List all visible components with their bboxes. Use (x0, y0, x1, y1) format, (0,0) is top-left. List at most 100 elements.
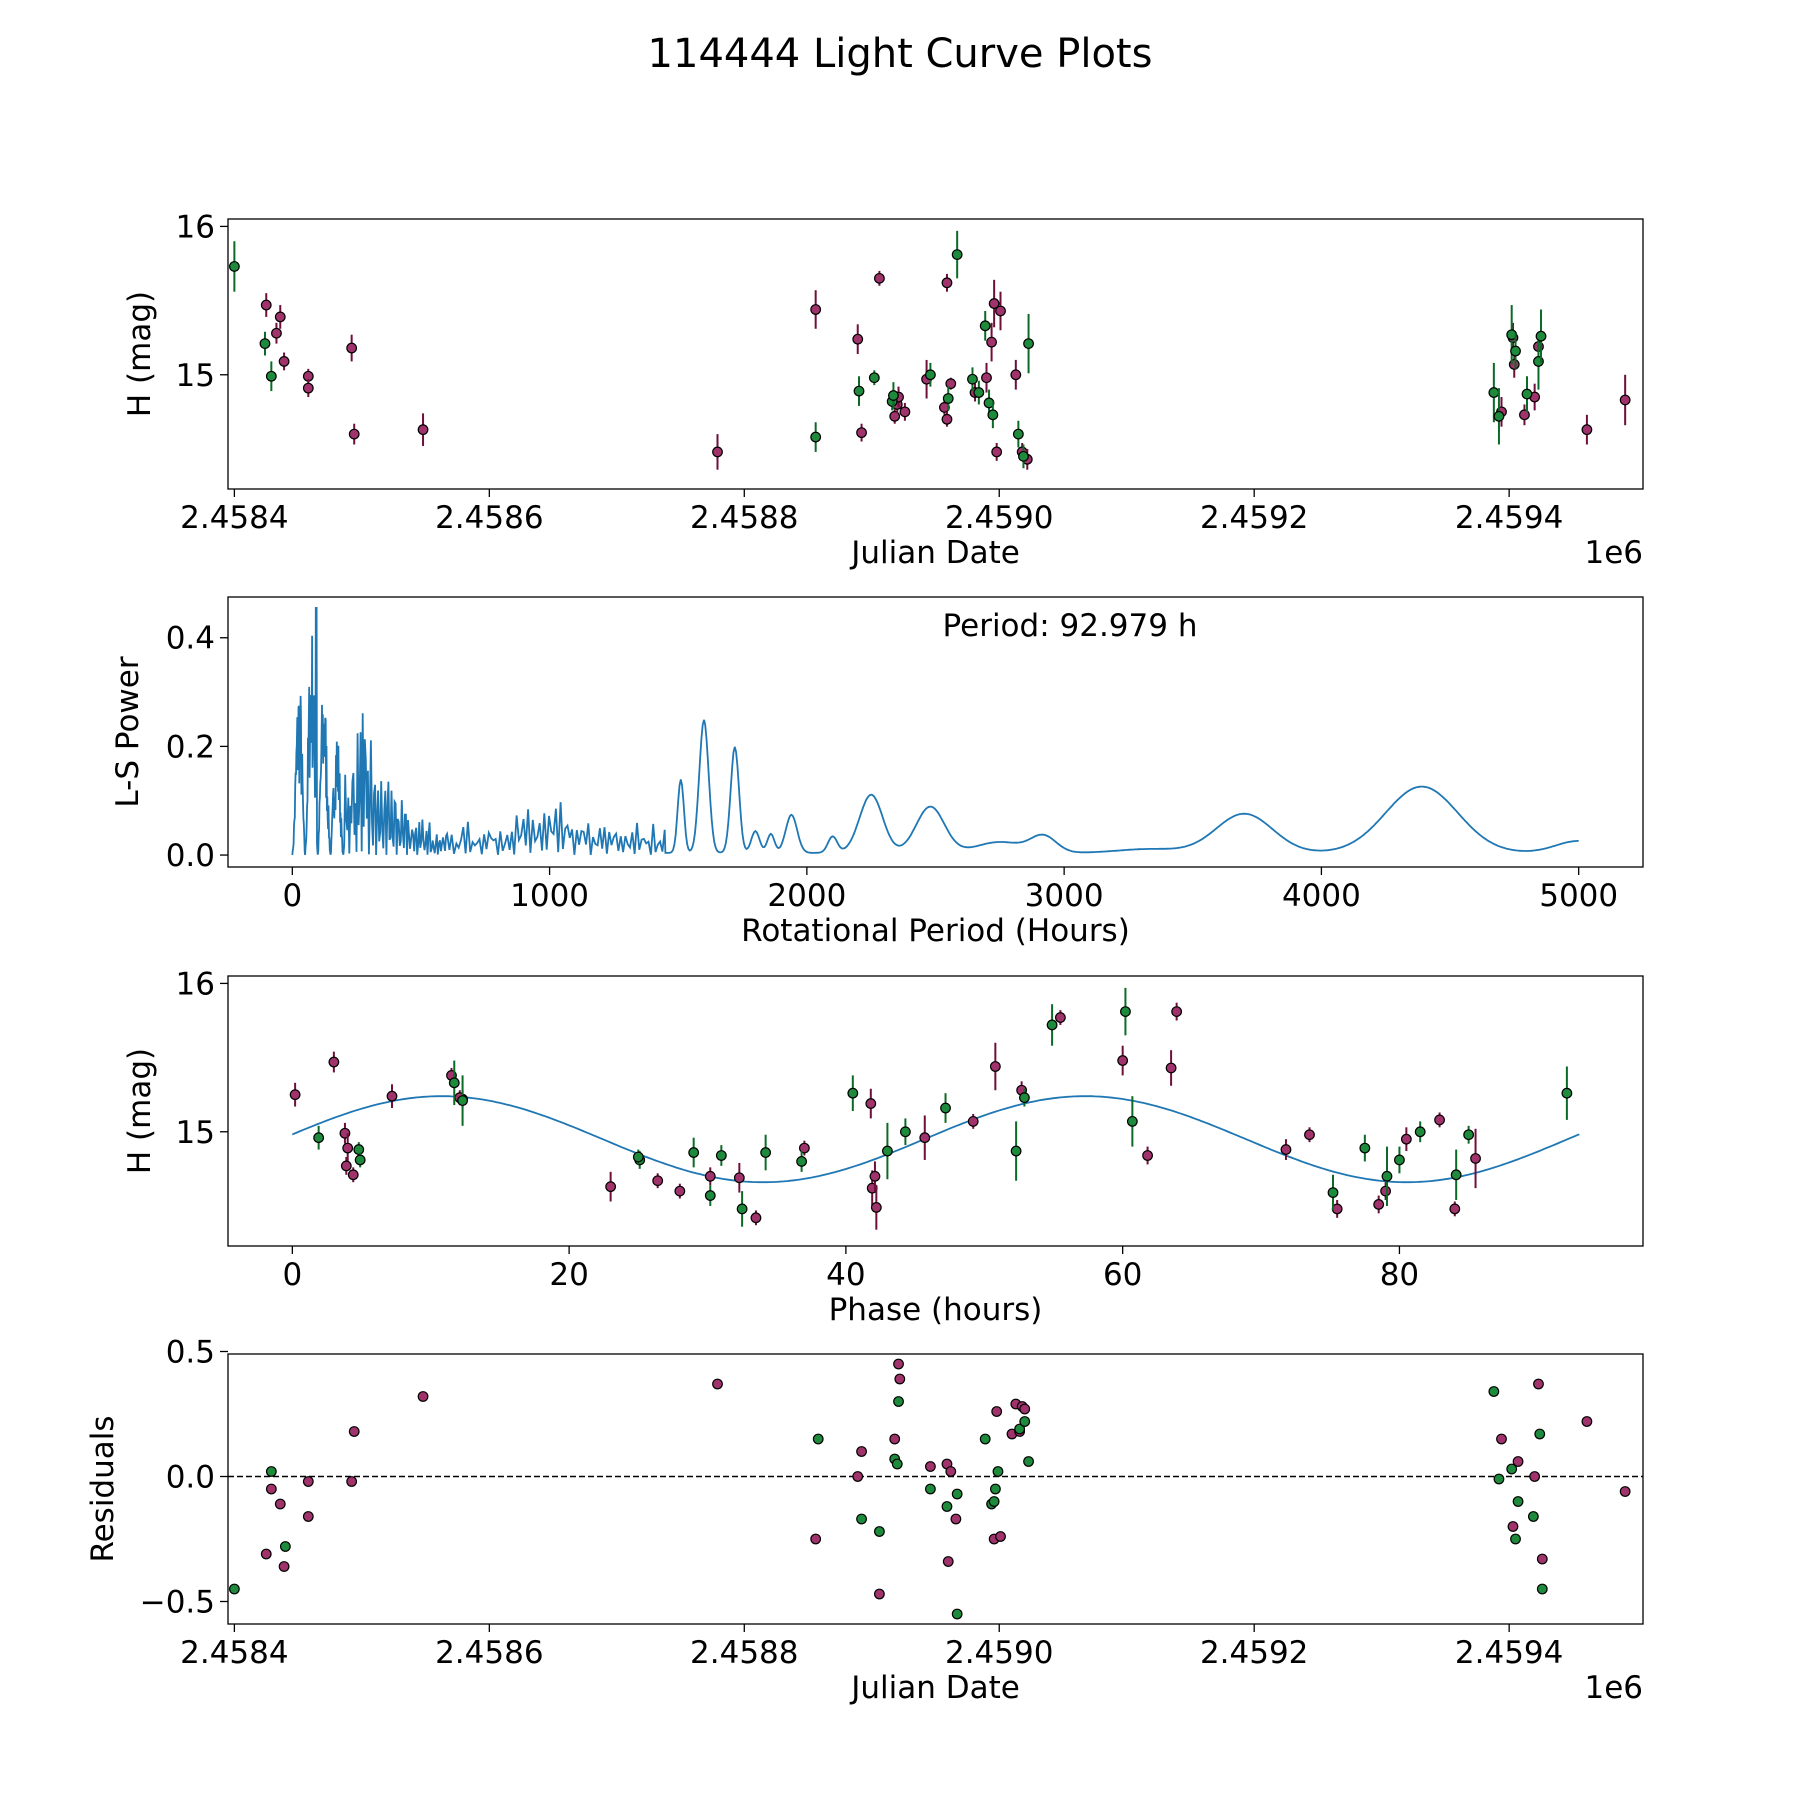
green-data-point (632, 1151, 644, 1163)
y-tick-label: 0.0 (166, 838, 215, 874)
red-data-point (1507, 1521, 1519, 1532)
red-data-point (1619, 1486, 1631, 1497)
green-data-point (951, 1488, 963, 1500)
red-data-point (260, 1548, 272, 1560)
green-data-point (988, 1496, 1000, 1507)
x-offset-label: 1e6 (1584, 535, 1643, 571)
red-data-point (348, 428, 360, 440)
red-data-point (302, 382, 314, 394)
x-tick-label: 2.4590 (945, 1635, 1053, 1671)
green-data-point (353, 1144, 365, 1155)
green-data-point (812, 1433, 824, 1445)
green-data-point (265, 370, 277, 382)
x-tick-label: 2.4594 (1455, 1635, 1563, 1671)
green-data-point (688, 1147, 700, 1158)
red-data-point (941, 413, 953, 425)
red-data-point (1304, 1129, 1315, 1141)
green-data-point (704, 1190, 716, 1201)
green-data-point (1018, 450, 1029, 462)
red-data-point (874, 1588, 885, 1600)
red-data-point (945, 1466, 957, 1477)
green-data-point (987, 409, 999, 421)
y-tick-label: 0.4 (166, 621, 215, 657)
x-tick-label: 2.4586 (435, 1635, 543, 1671)
red-data-point (925, 1461, 936, 1472)
red-data-point (605, 1181, 617, 1193)
x-axis-label: Julian Date (849, 1670, 1020, 1706)
x-tick-label: 2.4586 (435, 500, 543, 536)
red-data-point (981, 372, 992, 384)
red-data-point (1142, 1150, 1153, 1161)
red-data-point (893, 1358, 904, 1370)
green-data-point (760, 1147, 772, 1158)
red-data-point (991, 1406, 1003, 1417)
light-curve-panel: 2.4584 2.4586 2.4588 2.4590 2.4592 2.4594 15 16… (122, 209, 1644, 571)
x-tick-label: 2.4594 (1455, 500, 1563, 536)
red-data-point (750, 1212, 762, 1224)
red-data-point (852, 333, 864, 345)
red-data-point (869, 1170, 881, 1182)
plot-frame (227, 218, 1644, 490)
green-data-point (942, 393, 954, 404)
red-data-point (889, 410, 901, 422)
red-data-point (386, 1090, 398, 1102)
green-data-point (1536, 1583, 1548, 1595)
green-data-point (313, 1132, 325, 1144)
periodogram-panel: Period: 92.979 h 0 1000 2000 3000 4000 5000 0.0… (110, 596, 1644, 949)
red-data-point (342, 1142, 354, 1154)
green-data-point (228, 261, 240, 272)
x-axis-label: Phase (hours) (829, 1292, 1043, 1328)
green-data-point (279, 1541, 291, 1552)
y-axis-label: H (mag) (122, 291, 158, 417)
green-data-point (1381, 1170, 1393, 1182)
green-data-point (1463, 1129, 1475, 1141)
red-data-point (989, 1061, 1001, 1072)
x-tick-label: 2000 (767, 878, 846, 914)
green-data-point (1359, 1142, 1371, 1154)
x-tick-label: 80 (1380, 1257, 1419, 1293)
red-data-point (278, 1561, 290, 1572)
green-data-point (1493, 1473, 1505, 1485)
green-data-point (979, 320, 991, 332)
red-data-point (995, 1531, 1006, 1542)
y-tick-label: −0.5 (140, 1585, 215, 1621)
red-data-point (899, 406, 911, 418)
red-data-point (810, 1533, 822, 1545)
green-data-point (940, 1102, 951, 1114)
green-data-point (736, 1203, 748, 1215)
x-tick-label: 2.4584 (180, 500, 288, 536)
green-data-point (265, 1466, 277, 1477)
green-data-point (992, 1466, 1004, 1477)
x-tick-label: 0 (282, 1257, 302, 1293)
green-data-point (354, 1154, 366, 1166)
red-data-point (1470, 1153, 1481, 1164)
red-data-point (995, 305, 1006, 317)
red-data-point (1165, 1062, 1177, 1074)
figure-title: 114444 Light Curve Plots (648, 31, 1153, 77)
x-tick-label: 60 (1103, 1257, 1142, 1293)
x-offset-label: 1e6 (1584, 1670, 1643, 1706)
red-data-point (1400, 1133, 1412, 1145)
x-tick-label: 2.4592 (1200, 1635, 1308, 1671)
green-data-point (1023, 1456, 1034, 1467)
red-data-point (1280, 1144, 1292, 1155)
green-data-point (1019, 1416, 1031, 1427)
red-data-point (856, 1446, 867, 1457)
x-tick-label: 5000 (1539, 878, 1618, 914)
red-data-point (810, 304, 822, 315)
green-data-point (1394, 1154, 1405, 1166)
red-data-point (1010, 369, 1022, 381)
red-data-point (260, 299, 272, 311)
green-data-point (1012, 428, 1024, 440)
x-tick-label: 3000 (1025, 878, 1104, 914)
green-data-point (1510, 345, 1521, 357)
red-data-point (865, 1098, 877, 1109)
green-data-point (1535, 330, 1547, 342)
red-data-point (1054, 1012, 1066, 1023)
y-axis-label: L-S Power (110, 656, 146, 807)
green-data-point (796, 1156, 808, 1167)
red-data-point (1171, 1006, 1183, 1018)
green-data-point (856, 1513, 867, 1525)
x-tick-label: 40 (826, 1257, 865, 1293)
